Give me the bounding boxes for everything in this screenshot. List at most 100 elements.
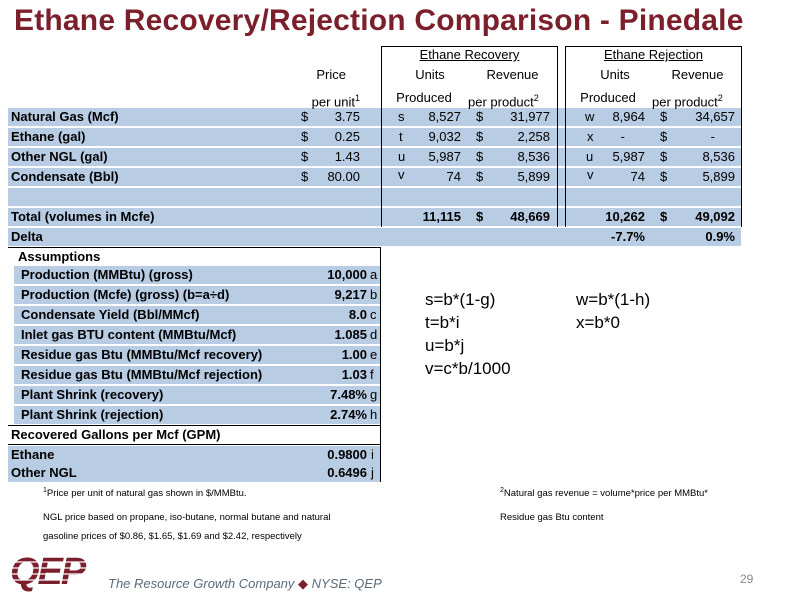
row-band-delta: [8, 228, 741, 246]
formula-t: t=b*i: [425, 313, 460, 332]
assumption-value: 10,000: [327, 267, 367, 282]
qep-logo-text: QEP: [10, 551, 87, 593]
rej-units: -: [620, 129, 625, 144]
row-label: Natural Gas (Mcf): [11, 109, 119, 124]
assumption-label: Plant Shrink (recovery): [21, 387, 164, 402]
recovery-top-rule: [381, 46, 558, 47]
assumption-label: Condensate Yield (Bbl/MMcf): [21, 307, 200, 322]
rec-code: s: [398, 109, 405, 124]
slide-title: Ethane Recovery/Rejection Comparison - P…: [14, 4, 744, 37]
assumption-band-1: [14, 266, 380, 284]
gpm-code: i: [371, 447, 374, 462]
rej-units-header-top: Units: [600, 67, 630, 82]
page-number: 29: [740, 572, 754, 586]
rej-code: v: [587, 167, 594, 182]
assumption-code: c: [370, 307, 377, 322]
rec-units-header-bottom: Produced: [396, 90, 452, 105]
rej-revenue: 5,899: [702, 169, 735, 184]
rec-units: 9,032: [428, 129, 461, 144]
recovery-right-border: [557, 46, 558, 227]
rec-revenue-header-bottom: per product2: [468, 93, 539, 110]
assumption-band-5: [14, 346, 380, 364]
assumption-value: 1.03: [341, 367, 367, 382]
price-currency: $: [301, 169, 309, 184]
assumption-code: g: [370, 387, 378, 402]
row-label: Other NGL (gal): [11, 149, 108, 164]
rej-code: u: [586, 149, 594, 164]
formula-v: v=c*b/1000: [425, 359, 511, 378]
qep-logo: QEP: [8, 551, 103, 593]
footnote-1-line2: NGL price based on propane, iso-butane, …: [43, 512, 331, 523]
gpm-band-2: [8, 464, 380, 482]
rej-code: x: [587, 129, 594, 144]
rej-currency: $: [660, 109, 668, 124]
total-rec-currency: $: [476, 209, 484, 224]
rejection-left-border: [565, 46, 566, 227]
rej-units-header-bottom: Produced: [580, 90, 636, 105]
rejection-group-header: Ethane Rejection: [603, 47, 703, 62]
assumption-label: Inlet gas BTU content (MMBtu/Mcf): [21, 327, 237, 342]
footnote-2-marker: 2: [500, 487, 504, 494]
rec-currency: $: [476, 109, 484, 124]
gpm-top-rule: [8, 425, 381, 426]
assumption-code: b: [370, 287, 378, 302]
price-currency: $: [301, 109, 309, 124]
total-label: Total (volumes in Mcfe): [11, 209, 155, 224]
rej-currency: $: [660, 149, 668, 164]
assumption-value: 1.085: [334, 327, 367, 342]
formula-x: x=b*0: [576, 313, 620, 332]
assumption-band-6: [14, 366, 380, 384]
formula-s: s=b*(1-g): [425, 290, 496, 309]
assumptions-right-border: [380, 248, 381, 482]
formula-u: u=b*j: [425, 336, 465, 355]
rej-units: 8,964: [612, 109, 645, 124]
footnote-ref-2b: 2: [717, 93, 723, 103]
total-rej-units: 10,262: [605, 209, 645, 224]
assumption-band-8: [14, 406, 380, 424]
rec-code: v: [398, 167, 405, 182]
rej-revenue: 34,657: [695, 109, 735, 124]
footnote-2: 2Natural gas revenue = volume*price per …: [500, 487, 708, 500]
assumption-code: h: [370, 407, 378, 422]
rejection-top-rule: [565, 46, 742, 47]
assumption-label: Residue gas Btu (MMBtu/Mcf recovery): [21, 347, 263, 362]
rec-units: 74: [446, 169, 461, 184]
delta-revenue: 0.9%: [705, 229, 735, 244]
rejection-right-border: [741, 46, 742, 227]
footnote-1-line3: gasoline prices of $0.86, $1.65, $1.69 a…: [43, 531, 302, 542]
price-value: 3.75: [334, 109, 360, 124]
rec-units: 8,527: [428, 109, 461, 124]
price-value: 80.00: [327, 169, 360, 184]
gpm-heading: Recovered Gallons per Mcf (GPM): [11, 427, 221, 442]
total-rej-currency: $: [660, 209, 668, 224]
rec-code: u: [398, 149, 406, 164]
rej-revenue: -: [710, 129, 715, 144]
assumption-value: 7.48%: [330, 387, 367, 402]
price-currency: $: [301, 129, 309, 144]
rej-code: w: [585, 109, 595, 124]
rec-units: 5,987: [428, 149, 461, 164]
assumptions-top-rule: [8, 247, 381, 248]
delta-units: -7.7%: [611, 229, 645, 244]
row-band-2: [8, 128, 741, 146]
rec-code: t: [399, 129, 403, 144]
assumption-code: d: [370, 327, 378, 342]
footnote-2-line2: Residue gas Btu content: [500, 512, 604, 523]
rec-revenue: 5,899: [517, 169, 550, 184]
price-header-top: Price: [316, 67, 346, 82]
footnote-1-marker: 1: [43, 487, 47, 494]
assumption-code: f: [370, 367, 374, 382]
assumption-value: 8.0: [348, 307, 367, 322]
rec-revenue: 2,258: [517, 129, 550, 144]
total-rec-units: 11,115: [422, 209, 461, 224]
price-header-bottom: per unit1: [311, 93, 360, 110]
rej-currency: $: [660, 169, 668, 184]
assumption-label: Residue gas Btu (MMBtu/Mcf rejection): [21, 367, 263, 382]
total-rej-revenue: 49,092: [695, 209, 735, 224]
assumption-label: Plant Shrink (rejection): [21, 407, 164, 422]
assumption-band-2: [14, 286, 380, 304]
rec-currency: $: [476, 169, 484, 184]
rec-revenue-header-top: Revenue: [486, 67, 539, 82]
price-value: 1.43: [334, 149, 360, 164]
rec-revenue: 8,536: [517, 149, 550, 164]
